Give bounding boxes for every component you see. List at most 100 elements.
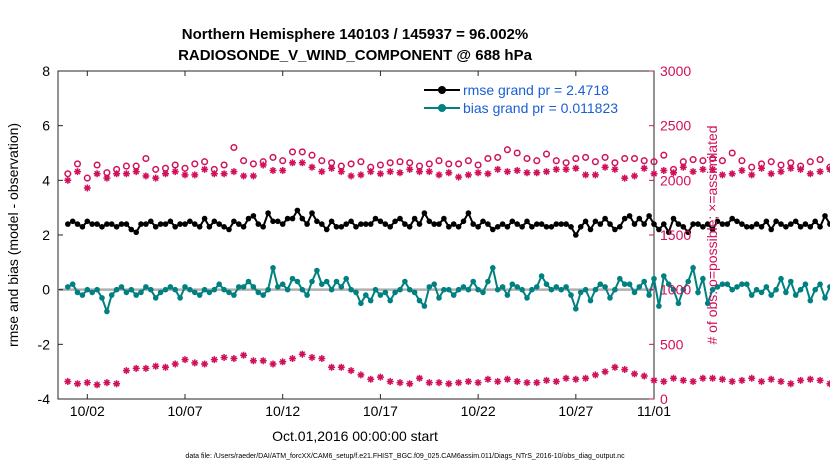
bias-point [367,297,374,304]
bias-point [323,278,330,285]
obs-possible-point [767,158,775,166]
obs-bottom-point [416,374,423,382]
obs-assimilated-point [484,170,492,178]
rmse-point [568,224,574,230]
rmse-point [201,215,208,222]
x-tick-label: 10/27 [558,403,593,419]
obs-assimilated-point [386,168,394,176]
rmse-point [729,215,735,222]
rmse-point [421,210,428,216]
y-left-tick-label: 8 [42,63,50,79]
x-tick-label: 10/12 [265,403,300,419]
rmse-point [387,224,394,230]
bias-point [822,295,828,301]
obs-possible-point [357,158,365,166]
bias-point [548,286,555,293]
rmse-point [485,221,491,227]
rmse-point [807,224,814,230]
obs-assimilated-point [689,168,697,176]
rmse-point [118,221,125,227]
rmse-point [509,218,516,225]
bias-point [123,289,130,296]
bias-point [84,286,91,293]
bias-point [216,281,222,288]
rmse-point [680,224,687,230]
bias-point [143,284,149,290]
rmse-point [426,218,433,225]
bias-point [558,286,564,293]
obs-bottom-point [122,367,130,375]
rmse-point [279,221,286,227]
rmse-point [363,221,369,227]
bias-point [221,286,227,293]
rmse-point [719,221,726,227]
bias-point [626,281,633,288]
bias-point [99,295,105,301]
obs-assimilated-point [513,167,521,174]
obs-possible-point [484,154,492,163]
bias-point [187,286,193,293]
bias-point [602,284,608,290]
rmse-point [812,218,818,225]
obs-possible-point [601,153,609,161]
rmse-point [665,229,672,236]
obs-possible-point [582,153,590,161]
obs-possible-point [249,160,257,168]
rmse-point [323,226,330,233]
bias-point [797,286,804,293]
rmse-point [397,215,403,222]
bias-point [157,289,164,296]
obs-bottom-point [445,380,453,388]
bias-point [748,292,755,298]
bias-point [665,281,672,288]
obs-assimilated-point [64,176,72,184]
bias-point [328,286,335,293]
rmse-point [89,221,95,227]
rmse-point [328,218,335,225]
obs-possible-point [347,160,355,168]
bias-point [69,281,76,288]
bias-point [172,286,178,293]
obs-bottom-point [181,356,189,364]
rmse-point [499,221,506,227]
obs-bottom-point [660,378,668,385]
obs-possible-point [591,158,599,166]
rmse-point [250,213,257,219]
bias-point [245,278,252,285]
bias-point [773,286,779,293]
obs-possible-point [142,154,150,163]
bias-point [739,281,745,288]
rmse-point [416,221,423,227]
obs-assimilated-point [582,171,590,179]
bias-point [299,286,306,293]
rmse-point [240,224,247,230]
bias-point [240,284,247,290]
bias-point [118,284,125,290]
bias-point [79,292,86,298]
obs-assimilated-point [240,172,248,180]
bias-point [358,300,364,307]
obs-bottom-point [357,371,365,379]
rmse-point [582,218,589,225]
obs-assimilated-point [220,170,228,178]
rmse-point [494,224,501,230]
obs-bottom-point [718,375,726,383]
obs-assimilated-point [279,167,287,174]
series-layer [64,143,830,389]
obs-assimilated-point [445,169,453,177]
bias-point [304,292,310,298]
rmse-point [543,224,550,230]
obs-assimilated-point [308,163,316,171]
bias-point [621,281,628,288]
obs-possible-point [220,161,228,169]
obs-possible-point [611,159,619,167]
rmse-point [661,221,667,227]
bias-point [695,289,701,296]
y-right-tick-label: 500 [660,336,684,352]
axes-layer: 10/02 10/07 10/12 10/17 10/22 10/27 11/01 -4 -2 0… [38,63,692,419]
obs-possible-point [201,158,209,166]
obs-assimilated-point [191,171,199,179]
obs-bottom-point [699,374,707,382]
obs-assimilated-point [337,168,345,176]
rmse-point [270,218,276,225]
